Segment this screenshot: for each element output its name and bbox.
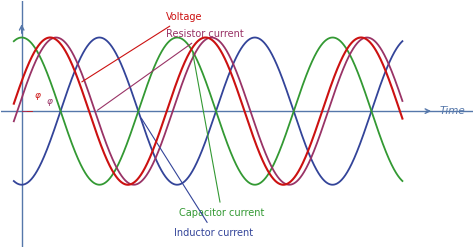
Text: Inductor current: Inductor current	[141, 118, 253, 238]
Text: Time: Time	[439, 106, 465, 116]
Text: φ: φ	[35, 91, 41, 100]
Text: Voltage: Voltage	[82, 12, 202, 82]
Text: Resistor current: Resistor current	[98, 29, 244, 110]
Text: φ: φ	[46, 97, 53, 106]
Text: Capacitor current: Capacitor current	[179, 54, 264, 218]
